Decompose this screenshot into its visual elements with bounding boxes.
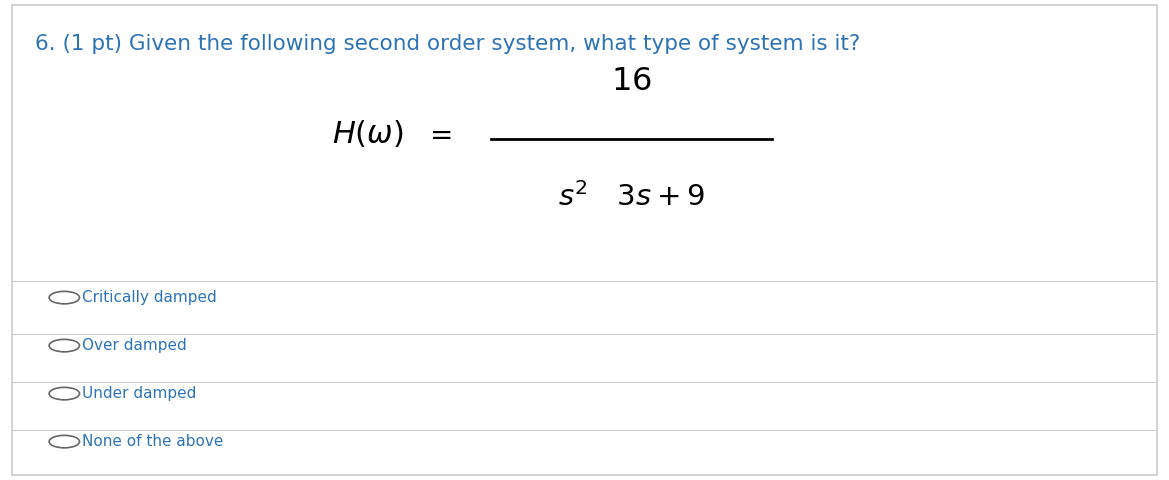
Text: None of the above: None of the above xyxy=(82,434,223,449)
Text: Under damped: Under damped xyxy=(82,386,196,401)
Text: $=$: $=$ xyxy=(424,120,452,148)
Text: $16$: $16$ xyxy=(611,66,651,97)
Text: $s^{2} \quad 3s + 9$: $s^{2} \quad 3s + 9$ xyxy=(558,182,705,212)
Text: 6. (1 pt) Given the following second order system, what type of system is it?: 6. (1 pt) Given the following second ord… xyxy=(35,34,860,54)
Text: $H(\omega)$: $H(\omega)$ xyxy=(332,119,404,150)
Text: Over damped: Over damped xyxy=(82,338,187,353)
Text: Critically damped: Critically damped xyxy=(82,290,216,305)
